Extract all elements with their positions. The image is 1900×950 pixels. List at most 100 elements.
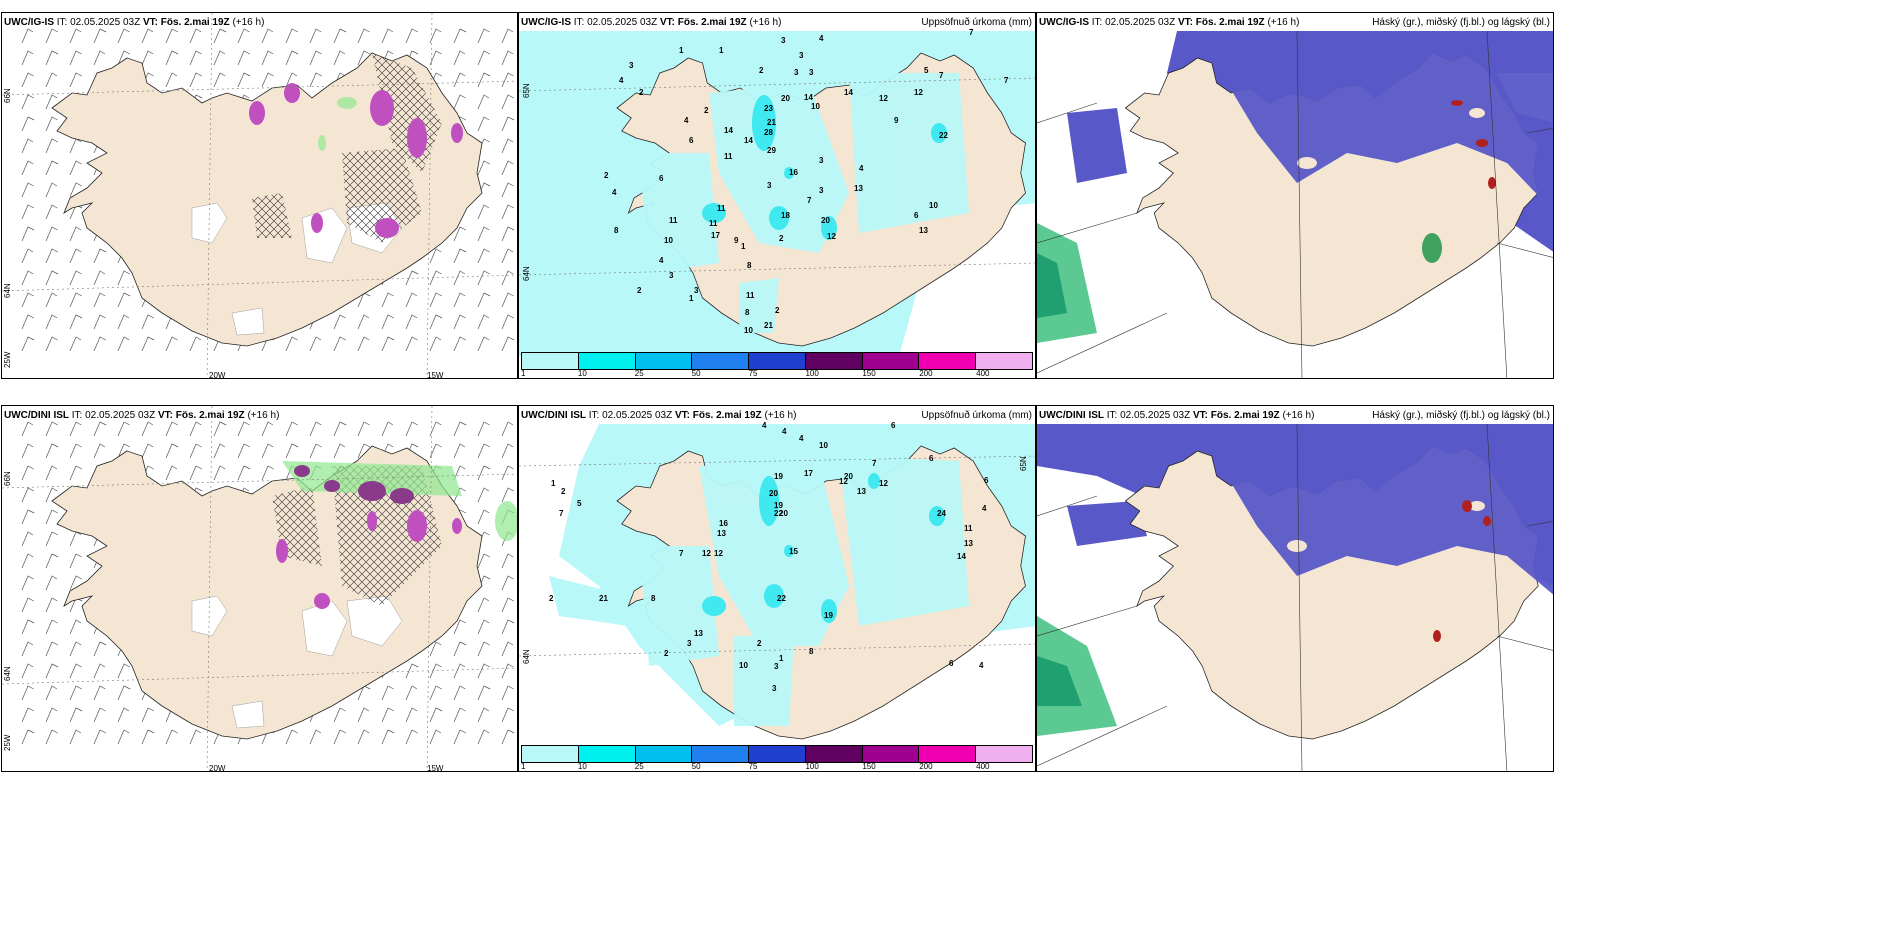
wind-barb xyxy=(45,94,58,110)
wind-barb xyxy=(69,336,82,352)
wind-barb xyxy=(285,443,299,459)
wind-barb xyxy=(117,292,131,308)
wind-barb xyxy=(333,729,347,745)
wind-barb xyxy=(429,685,443,701)
precip-value-label: 9 xyxy=(894,116,899,125)
wind-barb xyxy=(45,641,59,657)
wind-barb xyxy=(309,443,322,459)
wind-barb xyxy=(45,729,58,745)
wind-barb xyxy=(501,72,514,88)
precip-value-label: 7 xyxy=(872,459,877,468)
wind-barb xyxy=(45,270,59,286)
cloud-map-panel-2[interactable]: UWC/DINI ISL IT: 02.05.2025 03Z VT: Fös.… xyxy=(1036,405,1554,772)
legend-swatch xyxy=(692,746,750,762)
precip-value-label: 2 xyxy=(775,306,780,315)
wind-barb xyxy=(21,553,34,569)
wind-barb xyxy=(501,248,514,264)
precip-value-label: 20 xyxy=(844,472,853,481)
wind-barb xyxy=(381,314,395,330)
wind-map-panel-1[interactable]: UWC/IG-IS IT: 02.05.2025 03Z VT: Fös. 2.… xyxy=(1,12,518,379)
wind-barb xyxy=(261,50,274,66)
precip-value-label: 4 xyxy=(619,76,624,85)
wind-barb xyxy=(501,619,515,635)
wind-barb xyxy=(45,314,58,330)
wind-barb xyxy=(309,50,322,66)
precip-value-label: 19 xyxy=(774,501,783,510)
precip-value-label: 6 xyxy=(689,136,694,145)
wind-barb xyxy=(117,314,130,330)
precip-value-label: 4 xyxy=(979,661,984,670)
wind-barb xyxy=(333,443,346,459)
precip-value-label: 16 xyxy=(789,168,798,177)
precip-value-label: 3 xyxy=(809,68,814,77)
wind-barb xyxy=(381,685,394,701)
wind-barb xyxy=(285,421,299,437)
legend-tick-label: 100 xyxy=(805,369,819,378)
wind-barb xyxy=(429,707,443,723)
precip-value-label: 3 xyxy=(774,662,779,671)
precip-value-label: 22 xyxy=(939,131,948,140)
wind-barb xyxy=(501,204,515,220)
lat-label-65n: 65N xyxy=(522,83,531,98)
precip-value-label: 13 xyxy=(919,226,928,235)
precip-value-label: 14 xyxy=(844,88,853,97)
precip-value-label: 13 xyxy=(717,529,726,538)
wind-barb xyxy=(69,50,82,66)
wind-barb xyxy=(165,729,178,745)
wind-barb xyxy=(21,336,35,352)
wind-barb xyxy=(309,421,322,437)
wind-barb xyxy=(45,204,58,220)
wind-barb xyxy=(477,707,490,723)
wind-barb xyxy=(21,729,35,745)
precip-legend: 1 10 25 50 75 100 150 200 400 xyxy=(519,352,1035,378)
panel-title: UWC/DINI ISL IT: 02.05.2025 03Z VT: Fös.… xyxy=(1039,410,1315,421)
wind-barb xyxy=(237,28,250,44)
cloud-map-panel-1[interactable]: UWC/IG-IS IT: 02.05.2025 03Z VT: Fös. 2.… xyxy=(1036,12,1554,379)
wind-barb xyxy=(165,336,178,352)
wind-barb xyxy=(21,575,34,591)
wind-barb xyxy=(381,421,394,437)
wind-barb xyxy=(501,443,514,459)
wind-barb xyxy=(93,421,107,437)
wind-barb xyxy=(93,443,106,459)
lon-label-25w: 25W xyxy=(3,734,12,751)
precip-value-label: 3 xyxy=(781,36,786,45)
wind-barb xyxy=(69,443,82,459)
legend-swatch xyxy=(692,353,750,369)
precip-value-label: 2 xyxy=(549,594,554,603)
precip-value-label: 19 xyxy=(774,472,783,481)
wind-barb xyxy=(93,314,106,330)
wind-barb xyxy=(45,531,59,547)
precip-value-label: 8 xyxy=(747,261,752,270)
precip-value-label: 1 xyxy=(779,654,784,663)
wind-barb xyxy=(429,314,443,330)
wind-barb xyxy=(21,641,34,657)
wind-barb xyxy=(213,421,227,437)
wind-barb xyxy=(45,292,58,308)
wind-barb xyxy=(429,28,442,44)
wind-barb xyxy=(501,685,514,701)
precip-value-label: 2 xyxy=(779,234,784,243)
lat-label-64n: 64N xyxy=(522,266,531,281)
wind-barb xyxy=(69,28,82,44)
wind-map-panel-2[interactable]: UWC/DINI ISL IT: 02.05.2025 03Z VT: Fös.… xyxy=(1,405,518,772)
precip-map-panel-1[interactable]: UWC/IG-IS IT: 02.05.2025 03Z VT: Fös. 2.… xyxy=(518,12,1036,379)
wind-barb xyxy=(453,465,466,481)
precip-value-label: 11 xyxy=(717,204,726,213)
cloud-map xyxy=(1037,423,1553,771)
wind-barb xyxy=(21,28,34,44)
precip-value-label: 2 xyxy=(637,286,642,295)
wind-barb xyxy=(141,314,155,330)
wind-barb xyxy=(189,465,203,481)
wind-barb xyxy=(69,619,82,635)
wind-barb xyxy=(117,685,131,701)
lat-label-66n: 66N xyxy=(3,471,12,486)
wind-barb xyxy=(21,138,34,154)
legend-swatch xyxy=(578,353,636,369)
precip-map-panel-2[interactable]: UWC/DINI ISL IT: 02.05.2025 03Z VT: Fös.… xyxy=(518,405,1036,772)
legend-tick-label: 25 xyxy=(634,762,644,771)
wind-barb xyxy=(477,270,491,286)
wind-barb xyxy=(45,553,59,569)
wind-barb xyxy=(45,248,59,264)
legend-tick-label: 200 xyxy=(919,369,933,378)
